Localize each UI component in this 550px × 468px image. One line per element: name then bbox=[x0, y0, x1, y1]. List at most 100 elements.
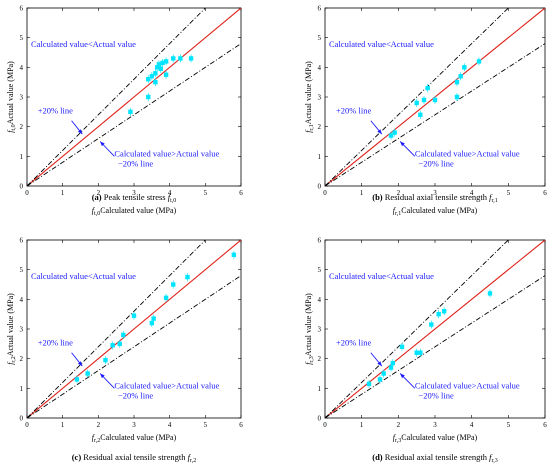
y-tick-label: 6 bbox=[20, 237, 24, 245]
x-tick-label: 4 bbox=[168, 421, 172, 429]
y-axis-label: fr,2Actual value (MPa) bbox=[6, 293, 17, 365]
y-tick-label: 0 bbox=[20, 183, 24, 191]
data-point bbox=[103, 357, 108, 363]
y-tick-label: 2 bbox=[318, 123, 322, 131]
chart-panel-a: 0 1 2 3 4 5 6 0 1 2 3 4 5 6 Calculated value<Actual va… bbox=[6, 5, 243, 218]
y-tick-label: 3 bbox=[20, 94, 24, 102]
data-point bbox=[436, 311, 441, 317]
annotation-lower: Calculated value>Actual value bbox=[114, 148, 219, 158]
data-point bbox=[156, 62, 162, 67]
annotation-upper: Calculated value<Actual value bbox=[329, 39, 434, 49]
data-point bbox=[149, 74, 155, 79]
x-axis-label: fr,2Calculated value (MPa) bbox=[92, 433, 177, 444]
x-tick-label: 6 bbox=[543, 421, 547, 429]
x-tick-label: 2 bbox=[97, 189, 101, 197]
x-tick-label: 0 bbox=[323, 421, 327, 429]
data-point bbox=[462, 65, 467, 70]
y-tick-label: 4 bbox=[318, 296, 322, 304]
y-tick-label: 4 bbox=[20, 64, 24, 72]
x-tick-label: 6 bbox=[543, 189, 547, 197]
annotation-minus20: −20% line bbox=[118, 391, 153, 401]
x-tick-label: 4 bbox=[470, 189, 474, 197]
data-point bbox=[74, 377, 80, 382]
chart-panel-d: 0 1 2 3 4 5 6 0 1 2 3 4 5 6 Calculated value<Actual va… bbox=[304, 237, 547, 465]
arrow-plus20-head bbox=[377, 129, 382, 135]
x-tick-label: 5 bbox=[204, 421, 208, 429]
y-tick-label: 2 bbox=[318, 355, 322, 363]
annotation-plus20: +20% line bbox=[38, 105, 73, 115]
data-point bbox=[418, 112, 423, 117]
x-tick-label: 0 bbox=[323, 189, 327, 197]
annotation-plus20: +20% line bbox=[38, 337, 73, 347]
annotation-upper: Calculated value<Actual value bbox=[31, 39, 136, 49]
y-tick-label: 3 bbox=[20, 326, 24, 334]
panel-caption: (d) Residual axial tensile strength fr,3 bbox=[372, 452, 498, 464]
annotation-upper: Calculated value<Actual value bbox=[329, 271, 434, 281]
minus20-line bbox=[325, 275, 545, 418]
y-tick-label: 4 bbox=[318, 64, 322, 72]
y-tick-label: 1 bbox=[318, 385, 322, 393]
y-tick-label: 6 bbox=[318, 237, 322, 245]
x-axis-label: fr,1Calculated value (MPa) bbox=[393, 206, 478, 217]
data-point bbox=[399, 344, 405, 349]
reference-lines bbox=[325, 240, 545, 418]
data-point bbox=[163, 59, 169, 64]
annotation-plus20: +20% line bbox=[336, 337, 371, 347]
data-point bbox=[188, 56, 194, 61]
x-tick-label: 5 bbox=[507, 421, 511, 429]
data-point bbox=[414, 100, 419, 106]
y-tick-label: 5 bbox=[318, 34, 322, 42]
data-point bbox=[377, 377, 383, 382]
annotation-minus20: −20% line bbox=[419, 391, 454, 401]
x-tick-label: 1 bbox=[360, 189, 364, 197]
reference-lines bbox=[27, 240, 241, 418]
annotation-upper: Calculated value<Actual value bbox=[31, 271, 136, 281]
y-tick-label: 1 bbox=[20, 385, 24, 393]
arrow-minus20-head bbox=[400, 373, 405, 379]
arrow-minus20-head bbox=[100, 141, 105, 147]
data-point bbox=[117, 341, 122, 347]
data-point bbox=[149, 320, 155, 326]
annotation-plus20: +20% line bbox=[336, 105, 371, 115]
minus20-line bbox=[325, 43, 545, 186]
data-point bbox=[153, 71, 158, 76]
plus20-line bbox=[325, 8, 509, 186]
data-point bbox=[146, 77, 151, 82]
ideal-line bbox=[325, 240, 545, 418]
panel-caption: (b) Residual axial tensile strength fr,1 bbox=[372, 192, 498, 204]
annotation-minus20: −20% line bbox=[419, 159, 454, 169]
data-point bbox=[160, 60, 165, 66]
x-tick-label: 4 bbox=[470, 421, 474, 429]
x-tick-label: 2 bbox=[97, 421, 101, 429]
data-point bbox=[414, 350, 419, 355]
arrow-plus20-head bbox=[377, 361, 382, 367]
data-point bbox=[418, 350, 423, 355]
x-tick-label: 6 bbox=[239, 421, 243, 429]
annotation-lower: Calculated value>Actual value bbox=[415, 380, 520, 390]
data-point bbox=[366, 381, 372, 387]
data-point bbox=[454, 94, 460, 100]
y-axis-label: fr,1Actual value (MPa) bbox=[304, 61, 315, 133]
y-axis-label: ft,0Actual value (MPa) bbox=[6, 61, 17, 133]
arrow-minus20-head bbox=[400, 141, 405, 147]
data-point bbox=[151, 316, 156, 321]
y-tick-label: 5 bbox=[318, 266, 322, 274]
minus20-line bbox=[27, 43, 241, 186]
x-tick-label: 5 bbox=[204, 189, 208, 197]
data-point bbox=[163, 72, 169, 77]
data-point bbox=[185, 274, 190, 280]
arrow-plus20-head bbox=[77, 361, 83, 367]
y-tick-label: 5 bbox=[20, 266, 24, 274]
y-axis-label: fr,3Actual value (MPa) bbox=[304, 293, 315, 365]
data-point bbox=[110, 343, 115, 348]
data-point bbox=[441, 309, 447, 314]
data-point bbox=[388, 365, 394, 370]
minus20-line bbox=[27, 275, 241, 418]
x-tick-label: 1 bbox=[61, 189, 65, 197]
data-point bbox=[153, 79, 158, 85]
x-tick-label: 3 bbox=[433, 421, 437, 429]
y-tick-label: 5 bbox=[20, 34, 24, 42]
panel-caption: (c) Residual axial tensile strength fr,2 bbox=[72, 452, 197, 464]
data-point bbox=[85, 371, 90, 376]
